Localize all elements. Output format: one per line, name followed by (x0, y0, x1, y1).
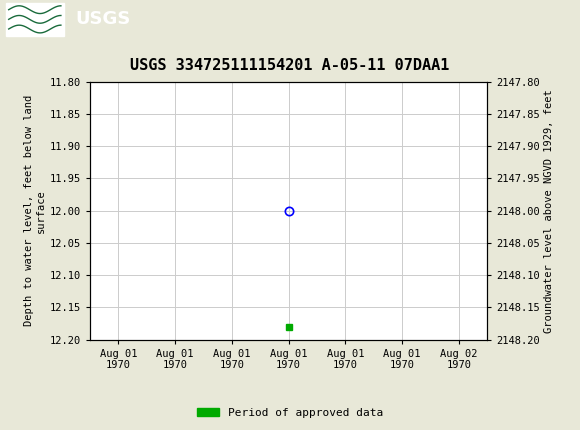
FancyBboxPatch shape (6, 3, 64, 36)
Y-axis label: Groundwater level above NGVD 1929, feet: Groundwater level above NGVD 1929, feet (544, 89, 554, 332)
Legend: Period of approved data: Period of approved data (193, 403, 387, 422)
Y-axis label: Depth to water level, feet below land
surface: Depth to water level, feet below land su… (24, 95, 45, 326)
Text: USGS 334725111154201 A-05-11 07DAA1: USGS 334725111154201 A-05-11 07DAA1 (130, 58, 450, 73)
Text: USGS: USGS (75, 10, 130, 28)
